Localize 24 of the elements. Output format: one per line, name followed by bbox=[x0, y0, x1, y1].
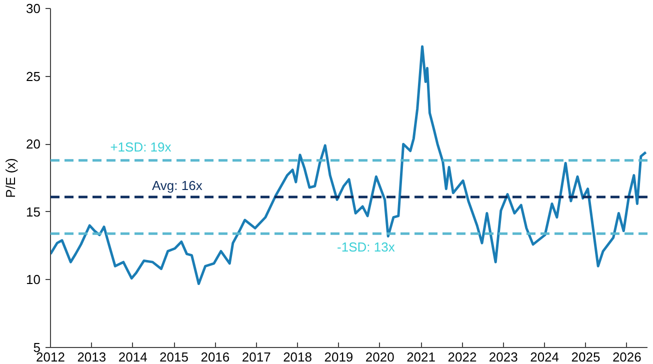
ref-line-label: +1SD: 19x bbox=[110, 139, 172, 154]
line-series bbox=[50, 45, 648, 286]
x-tick-label: 2023 bbox=[488, 350, 518, 364]
y-tick-label: 10 bbox=[26, 272, 41, 288]
y-tick-label: 20 bbox=[26, 136, 41, 152]
x-tick-label: 2020 bbox=[365, 350, 394, 364]
x-tick-label: 2019 bbox=[324, 350, 354, 364]
x-tick-label: 2018 bbox=[283, 350, 312, 364]
y-tick-label: 30 bbox=[26, 1, 41, 16]
x-tick-label: 2021 bbox=[406, 350, 436, 364]
y-axis-title: P/E (x) bbox=[3, 158, 18, 198]
x-tick-label: 2017 bbox=[242, 350, 271, 364]
y-tick-label: 15 bbox=[26, 204, 41, 220]
x-tick-label: 2013 bbox=[77, 350, 106, 364]
x-tick-label: 2016 bbox=[200, 350, 230, 364]
x-tick-label: 2024 bbox=[530, 350, 560, 364]
x-tick-label: 2014 bbox=[118, 350, 148, 364]
ref-line-label: Avg: 16x bbox=[152, 178, 203, 193]
x-tick-label: 2015 bbox=[160, 350, 188, 364]
y-tick-label: 25 bbox=[26, 68, 41, 84]
ref-line-label: -1SD: 13x bbox=[337, 240, 396, 255]
x-tick-label: 2022 bbox=[448, 350, 477, 364]
x-tick-label: 2026 bbox=[612, 350, 642, 364]
x-tick-label: 2025 bbox=[571, 350, 600, 364]
